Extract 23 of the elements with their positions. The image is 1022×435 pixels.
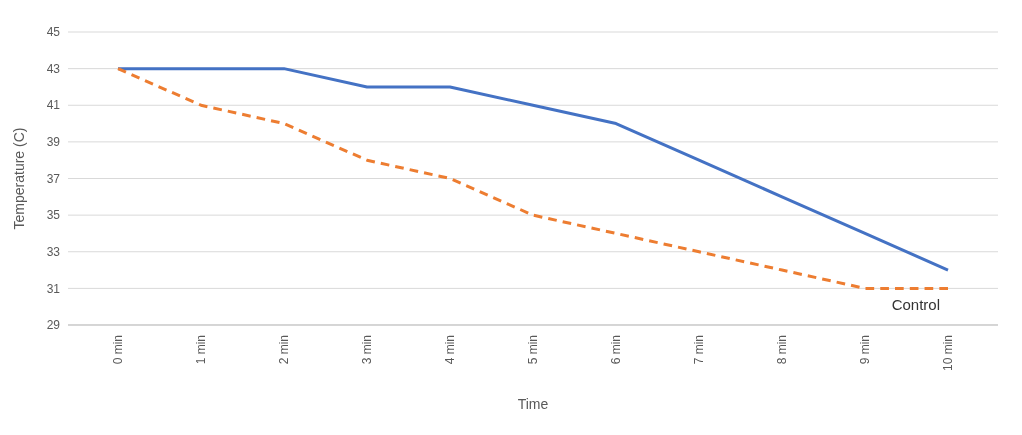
y-tick-label: 33 — [46, 244, 61, 259]
x-tick-label: 10 min — [941, 335, 955, 372]
x-tick-label: 1 min — [194, 335, 208, 365]
y-axis-title: Temperature (C) — [11, 127, 27, 230]
y-tick-label: 37 — [46, 171, 61, 186]
x-tick-label: 6 min — [609, 335, 623, 365]
x-tick-label: 2 min — [277, 335, 291, 365]
y-tick-label: 29 — [46, 318, 61, 333]
x-tick-label: 4 min — [443, 335, 457, 365]
y-tick-label: 41 — [46, 98, 61, 113]
x-tick-label: 5 min — [526, 335, 540, 365]
y-tick-label: 45 — [46, 25, 61, 40]
y-tick-label: 39 — [46, 135, 61, 150]
y-tick-label: 35 — [46, 208, 61, 223]
x-tick-label: 3 min — [360, 335, 374, 365]
x-tick-label: 9 min — [858, 335, 872, 365]
x-axis-title: Time — [517, 396, 549, 412]
y-tick-label: 43 — [46, 61, 61, 76]
x-tick-label: 8 min — [775, 335, 789, 365]
x-tick-label: 7 min — [692, 335, 706, 365]
y-tick-label: 31 — [46, 281, 61, 296]
x-tick-label: 0 min — [111, 335, 125, 365]
series-label: Control — [891, 296, 940, 314]
